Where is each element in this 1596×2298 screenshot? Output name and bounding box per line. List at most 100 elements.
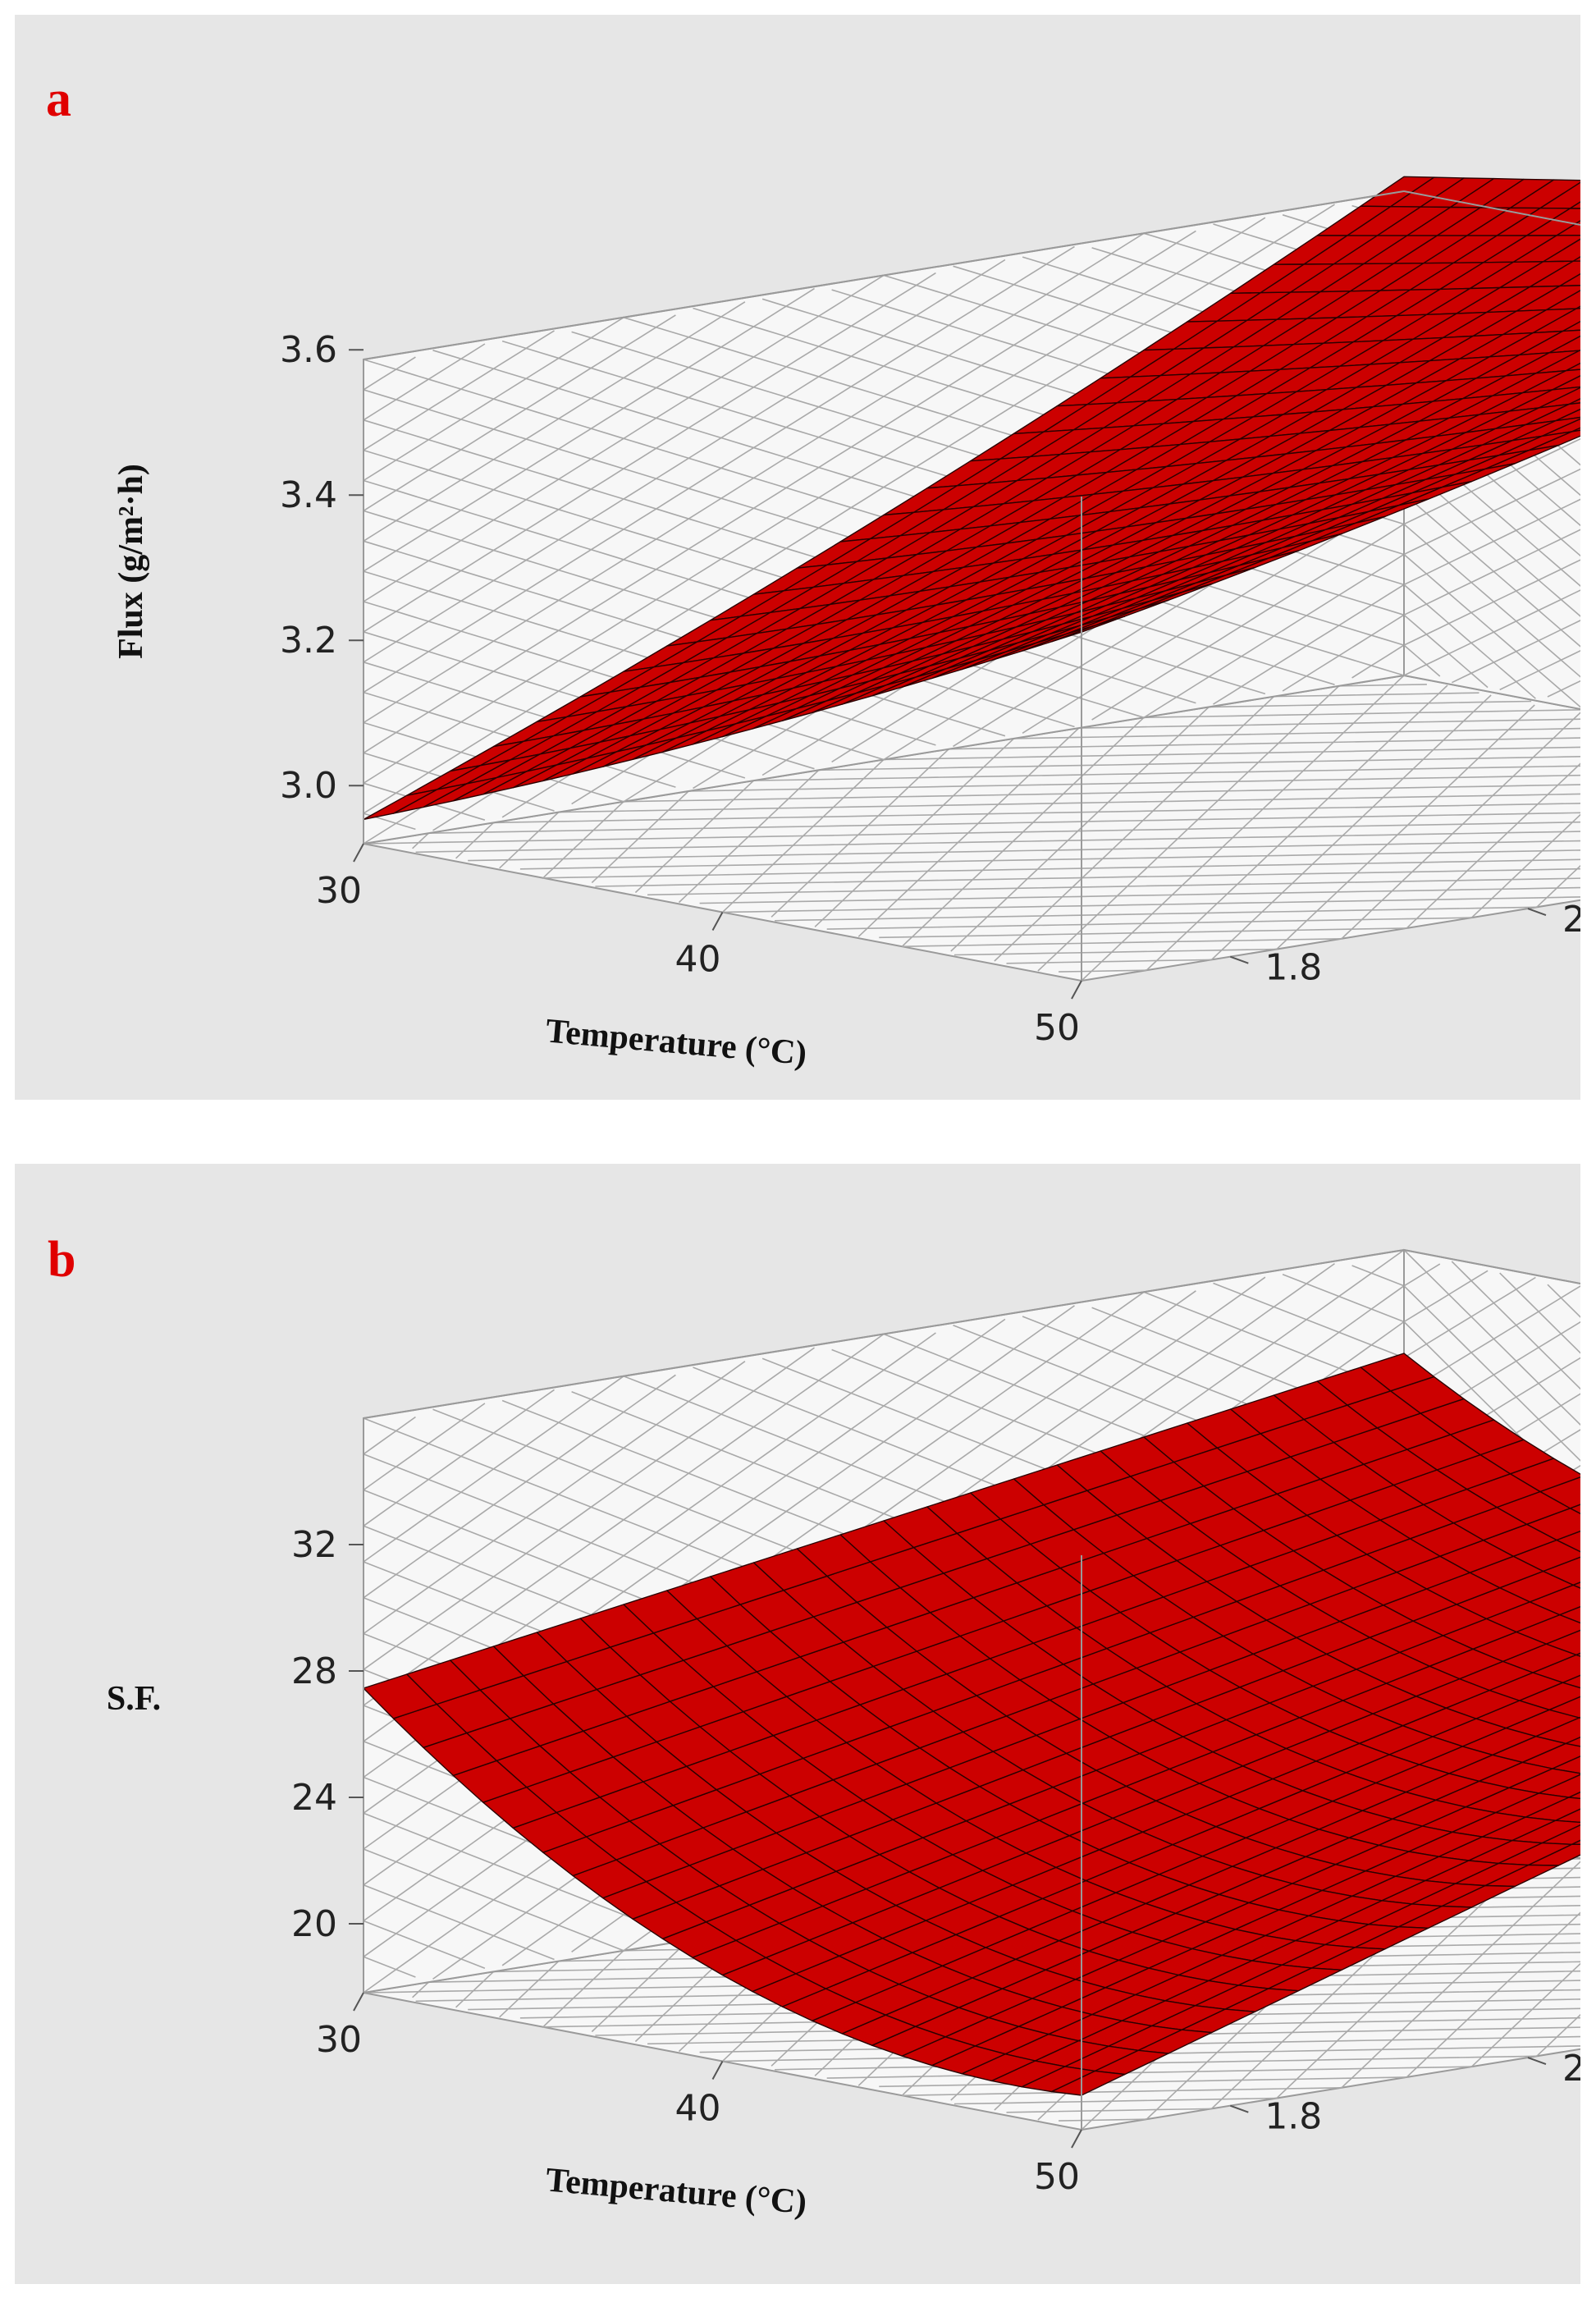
back-wall-left-hatch (363, 230, 1196, 754)
back-wall-left-hatch (1351, 1265, 1405, 1287)
back-wall-left-hatch (363, 1374, 676, 1599)
floor-plane-hatch (1406, 762, 1580, 929)
floor-plane-hatch (688, 774, 1580, 792)
z-tick-label: 20 (291, 1903, 337, 1945)
box-edge (363, 1249, 1405, 1419)
z-tick-label: 3.0 (280, 765, 337, 807)
floor-plane-hatch (1059, 2118, 1147, 2122)
surface-cell (1562, 1674, 1580, 1689)
floor-plane-hatch (1470, 1962, 1580, 2067)
floor-plane-hatch (1006, 2108, 1212, 2113)
floor-plane-hatch (468, 840, 1580, 862)
panel-b-sf-surface: b 202428323040501.82.43.03.6Temperature … (15, 1164, 1580, 2284)
box-edge (363, 190, 1405, 360)
floor-plane-hatch (953, 948, 1277, 956)
back-wall-left-hatch (363, 204, 1335, 814)
x-axis-title: Temperature (°C) (544, 2161, 808, 2222)
floor-plane-hatch (412, 832, 429, 849)
floor-plane-hatch (1209, 700, 1532, 708)
z-tick-label: 3.6 (280, 329, 337, 371)
panel-label-b: b (48, 1232, 76, 1288)
back-wall-right-hatch (1403, 529, 1580, 616)
back-wall-left-hatch (363, 1956, 416, 1978)
back-wall-left-hatch (1351, 644, 1405, 679)
back-wall-right-hatch (1403, 1276, 1536, 1358)
back-wall-right-hatch (1403, 644, 1441, 677)
x-tick-label: 30 (316, 2019, 362, 2061)
floor-plane-hatch (519, 849, 1580, 870)
floor-plane-hatch (818, 756, 1580, 771)
x-tick-mark (353, 843, 364, 863)
floor-plane-hatch (953, 2097, 1277, 2105)
back-wall-left-hatch (1282, 1274, 1405, 1323)
back-wall-right-hatch (1403, 1285, 1580, 1394)
floor-plane-hatch (412, 1981, 429, 1998)
floor-plane-hatch (1406, 1911, 1580, 2078)
surface-cell (1572, 1582, 1580, 1589)
x-tick-label: 40 (675, 2088, 721, 2130)
back-wall-right-hatch (1403, 1249, 1580, 1426)
floor-plane-hatch (775, 906, 1537, 922)
back-wall-right-hatch (1403, 559, 1580, 646)
z-tick-label: 32 (291, 1524, 337, 1566)
floor-plane-hatch (1078, 718, 1580, 729)
box-edges (363, 190, 1580, 981)
x-tick-label: 30 (316, 870, 362, 912)
floor-plane-hatch (950, 706, 1210, 952)
floor-plane-hatch (1470, 813, 1580, 918)
x-axis-title: Temperature (°C) (544, 1012, 808, 1073)
floor-plane-hatch (558, 793, 1580, 813)
floor-plane-hatch (493, 803, 1580, 824)
floor-plane-hatch (1146, 684, 1448, 971)
floor-plane-hatch (1536, 864, 1580, 908)
x-tick-label: 50 (1034, 2156, 1080, 2198)
back-wall-right-hatch (1403, 468, 1580, 556)
x-tick-mark (353, 1992, 364, 2012)
x-tick-mark (711, 2061, 724, 2080)
floor-plane-hatch (826, 917, 1472, 930)
z-axis-title: S.F. (107, 1680, 161, 1718)
back-wall-left-hatch (363, 330, 555, 451)
floor-plane-hatch (1338, 684, 1427, 687)
floor-plane-hatch (1081, 675, 1405, 982)
box-edges (363, 1249, 1580, 2130)
back-wall-left-hatch (363, 1403, 486, 1491)
y-tick-mark (1527, 2057, 1547, 2065)
floor-plane-hatch (883, 746, 1580, 761)
back-wall-right-hatch (1403, 523, 1580, 678)
x-tick-label: 50 (1034, 1007, 1080, 1049)
y-tick-label: 2.4 (1562, 2048, 1580, 2090)
response-surface (363, 176, 1580, 821)
flux-surface-plot: 3.03.23.43.63040501.82.43.03.6Temperatur… (112, 176, 1580, 1073)
y-tick-mark (1229, 955, 1249, 964)
back-wall-right-hatch (1451, 620, 1580, 684)
z-tick-label: 3.4 (280, 474, 337, 516)
y-tick-label: 2.4 (1562, 899, 1580, 941)
back-wall-left-hatch (363, 317, 624, 482)
floor-plane-hatch (1006, 959, 1212, 964)
surface-cell (363, 1673, 437, 1719)
floor-plane-hatch (753, 765, 1580, 781)
back-wall-left-hatch (363, 1347, 815, 1670)
back-wall-right-hatch (1403, 1270, 1489, 1323)
back-wall-right-hatch (1403, 493, 1580, 648)
box-edge (1403, 1249, 1580, 1285)
back-wall-left-hatch (363, 314, 676, 512)
back-wall-left-hatch (363, 1376, 624, 1563)
panel-a-flux-surface: a 3.03.23.43.63040501.82.43.03.6Temperat… (15, 15, 1580, 1100)
y-tick-label: 1.8 (1264, 2096, 1322, 2138)
back-wall-left-hatch (363, 287, 815, 572)
floor-plane-hatch (994, 696, 1275, 962)
box-edge (1403, 190, 1580, 227)
floor-plane-hatch (1276, 704, 1535, 950)
back-wall-left-hatch (363, 1416, 416, 1455)
back-wall-left-hatch (363, 217, 1266, 784)
floor-plane-hatch (1274, 692, 1479, 698)
floor-plane-hatch (1059, 969, 1147, 973)
x-tick-mark (711, 912, 724, 931)
surface-cell (363, 789, 437, 821)
back-wall-right-hatch (1403, 1285, 1580, 1462)
back-wall-left-hatch (363, 245, 1075, 694)
